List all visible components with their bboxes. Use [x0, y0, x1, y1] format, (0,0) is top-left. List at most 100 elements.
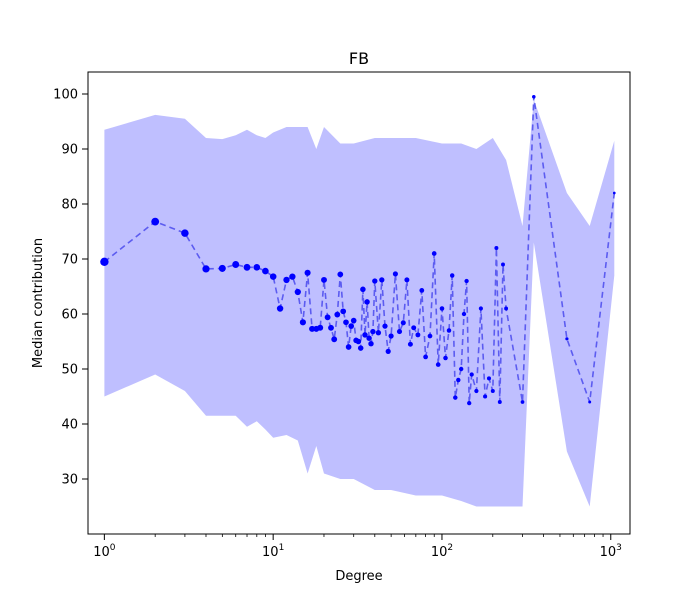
y-tick-label: 50	[61, 363, 78, 378]
data-point	[483, 394, 488, 399]
confidence-band	[104, 99, 615, 507]
data-point	[370, 328, 376, 335]
data-point	[100, 257, 109, 266]
x-tick-label: 102	[431, 543, 453, 560]
x-tick-label: 100	[93, 543, 116, 560]
data-point	[364, 299, 370, 305]
y-tick-label: 60	[61, 308, 78, 323]
median-markers	[100, 95, 616, 406]
data-point	[504, 306, 509, 311]
data-point	[435, 362, 441, 367]
y-tick-label: 100	[53, 88, 78, 103]
x-tick-label: 103	[600, 543, 622, 560]
data-point	[368, 341, 374, 347]
data-point	[337, 271, 344, 278]
data-point	[350, 317, 357, 324]
data-point	[372, 278, 378, 284]
data-point	[334, 311, 341, 318]
data-point	[269, 273, 277, 280]
data-point	[366, 335, 372, 341]
data-point	[360, 286, 366, 293]
data-point	[382, 323, 388, 329]
data-point	[411, 325, 417, 331]
data-point	[427, 333, 433, 339]
data-point	[262, 267, 269, 275]
y-axis: 30 40 50 60 70 80 90 100	[53, 88, 88, 488]
data-point	[404, 277, 410, 283]
data-point	[304, 269, 311, 276]
x-axis: 100 101 102 103	[93, 534, 622, 560]
data-point	[202, 265, 210, 273]
data-point	[474, 388, 479, 394]
y-tick-label: 70	[61, 253, 78, 268]
data-point	[497, 400, 502, 404]
data-point	[407, 341, 413, 347]
data-point	[400, 320, 406, 326]
data-point	[348, 323, 355, 329]
data-point	[490, 388, 495, 394]
data-point	[419, 287, 425, 293]
median-line	[103, 96, 616, 404]
y-tick-label: 30	[61, 473, 78, 488]
data-point	[331, 336, 338, 343]
data-point	[243, 263, 251, 271]
data-point	[478, 306, 483, 311]
band-area	[104, 99, 615, 507]
data-point	[461, 311, 467, 317]
chart-title: FB	[349, 49, 369, 68]
y-tick-label: 40	[61, 418, 78, 433]
data-point	[469, 372, 474, 377]
data-point	[289, 273, 296, 280]
data-point	[343, 319, 349, 326]
data-point	[379, 277, 385, 283]
data-point	[415, 332, 421, 338]
data-point	[459, 366, 464, 372]
data-point	[423, 354, 428, 360]
data-point	[299, 319, 306, 326]
data-point	[431, 251, 437, 256]
x-axis-label: Degree	[335, 569, 382, 584]
data-point	[453, 395, 458, 400]
data-point	[443, 355, 448, 361]
data-point	[253, 263, 261, 271]
data-point	[276, 305, 284, 312]
data-point	[218, 264, 226, 272]
data-point	[501, 262, 505, 267]
data-point	[328, 324, 334, 331]
y-axis-label: Median contribution	[31, 238, 46, 368]
data-point	[345, 344, 352, 350]
data-point	[357, 345, 364, 351]
data-point	[232, 261, 240, 268]
data-point	[467, 400, 472, 406]
data-point	[181, 229, 189, 237]
data-point	[294, 288, 301, 296]
data-point	[362, 332, 368, 338]
data-point	[388, 333, 394, 339]
data-point	[588, 400, 592, 404]
data-point	[151, 217, 160, 226]
data-point	[456, 377, 461, 383]
x-tick-label: 101	[262, 543, 284, 560]
data-point	[324, 314, 331, 321]
data-point	[340, 308, 347, 315]
data-point	[520, 400, 525, 404]
data-point	[486, 376, 492, 381]
median-series	[103, 96, 616, 404]
data-point	[385, 348, 391, 354]
data-point	[439, 306, 445, 311]
y-tick-label: 90	[61, 143, 78, 158]
data-point	[396, 329, 403, 335]
data-point	[532, 95, 536, 99]
data-point	[494, 246, 499, 250]
data-point	[375, 330, 382, 336]
plot-frame	[87, 71, 631, 535]
data-point	[355, 338, 362, 345]
data-point	[392, 271, 398, 277]
data-point	[565, 337, 569, 341]
data-point	[449, 273, 455, 278]
data-point	[446, 328, 452, 333]
data-point	[612, 191, 616, 195]
data-point	[283, 276, 290, 284]
y-tick-label: 80	[61, 198, 78, 213]
